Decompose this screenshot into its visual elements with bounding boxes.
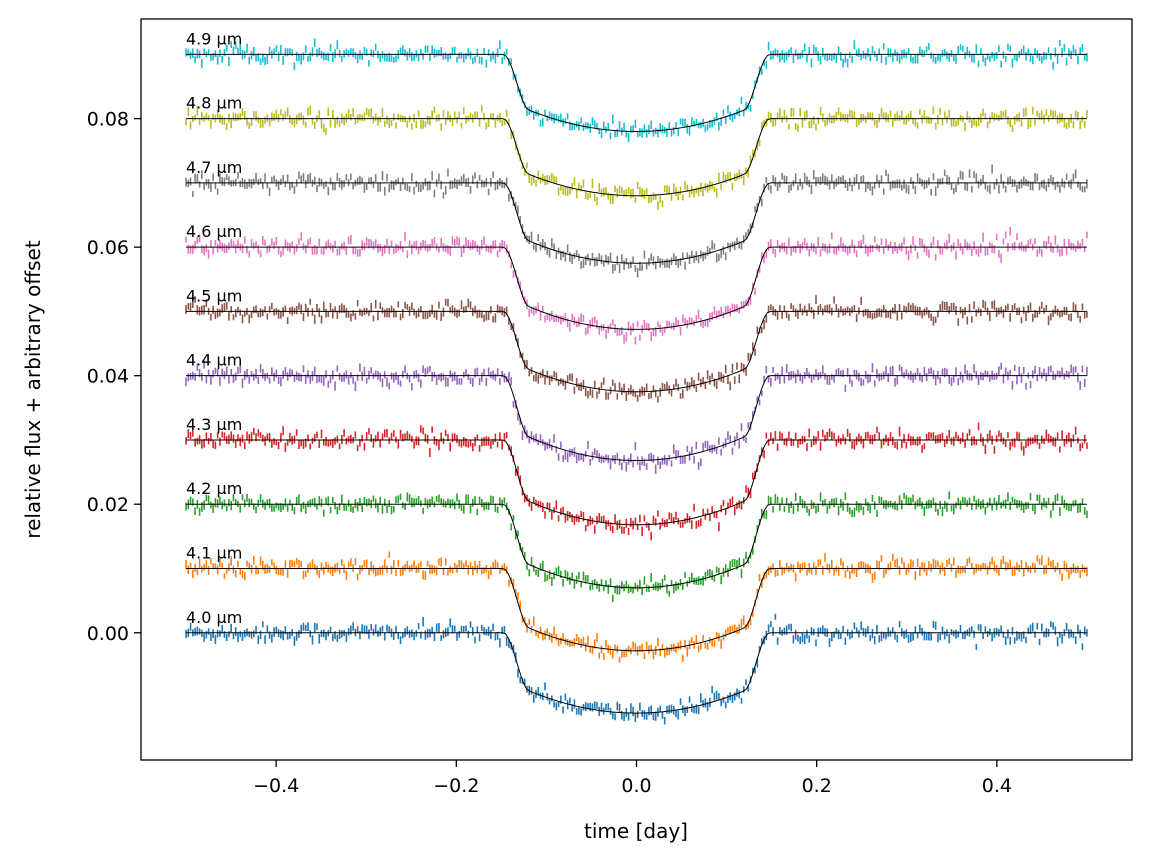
model-curve — [186, 567, 1087, 652]
y-tick-label: 0.02 — [87, 494, 129, 516]
series-3 — [185, 422, 1088, 541]
series-label: 4.5 µm — [186, 286, 242, 305]
model-curve — [186, 439, 1087, 526]
y-tick-label: 0.06 — [87, 237, 129, 259]
x-axis-label: time [day] — [584, 819, 688, 843]
x-tick-label: −0.2 — [433, 775, 479, 797]
model-curve — [186, 503, 1087, 589]
y-axis: 0.00 0.02 0.04 0.06 0.08 — [87, 109, 141, 645]
series-2 — [185, 491, 1088, 603]
y-tick-label: 0.00 — [87, 623, 129, 645]
series-labels: 4.0 µm 4.1 µm 4.2 µm 4.3 µm 4.4 µm 4.5 µm 4.6 … — [186, 29, 242, 627]
series-5 — [185, 295, 1088, 403]
series-label: 4.2 µm — [186, 479, 242, 498]
series-4 — [185, 360, 1088, 474]
model-curve — [186, 310, 1087, 393]
series-6 — [185, 226, 1088, 345]
x-axis: −0.4 −0.2 0.0 0.2 0.4 — [253, 760, 1012, 797]
y-tick-label: 0.04 — [87, 366, 129, 388]
x-tick-label: −0.4 — [253, 775, 299, 797]
series-label: 4.0 µm — [186, 608, 242, 627]
series-label: 4.8 µm — [186, 94, 242, 113]
model-curve — [186, 118, 1087, 197]
series-label: 4.9 µm — [186, 29, 242, 48]
model-curve — [186, 632, 1087, 714]
series-9 — [185, 38, 1088, 143]
x-tick-label: 0.2 — [802, 775, 832, 797]
data-layer — [185, 38, 1088, 725]
series-label: 4.3 µm — [186, 415, 242, 434]
model-curve — [186, 53, 1087, 132]
series-8 — [185, 105, 1088, 210]
series-label: 4.4 µm — [186, 351, 242, 370]
y-axis-label: relative flux + arbitrary offset — [21, 240, 45, 539]
series-label: 4.6 µm — [186, 222, 242, 241]
model-curve — [186, 246, 1087, 330]
series-label: 4.1 µm — [186, 544, 242, 563]
x-tick-label: 0.4 — [982, 775, 1012, 797]
series-7 — [185, 164, 1088, 278]
model-curve — [186, 182, 1087, 264]
x-tick-label: 0.0 — [621, 775, 651, 797]
y-tick-label: 0.08 — [87, 109, 129, 131]
series-0 — [185, 613, 1088, 725]
series-label: 4.7 µm — [186, 158, 242, 177]
model-curve — [186, 375, 1087, 462]
series-1 — [185, 551, 1088, 663]
